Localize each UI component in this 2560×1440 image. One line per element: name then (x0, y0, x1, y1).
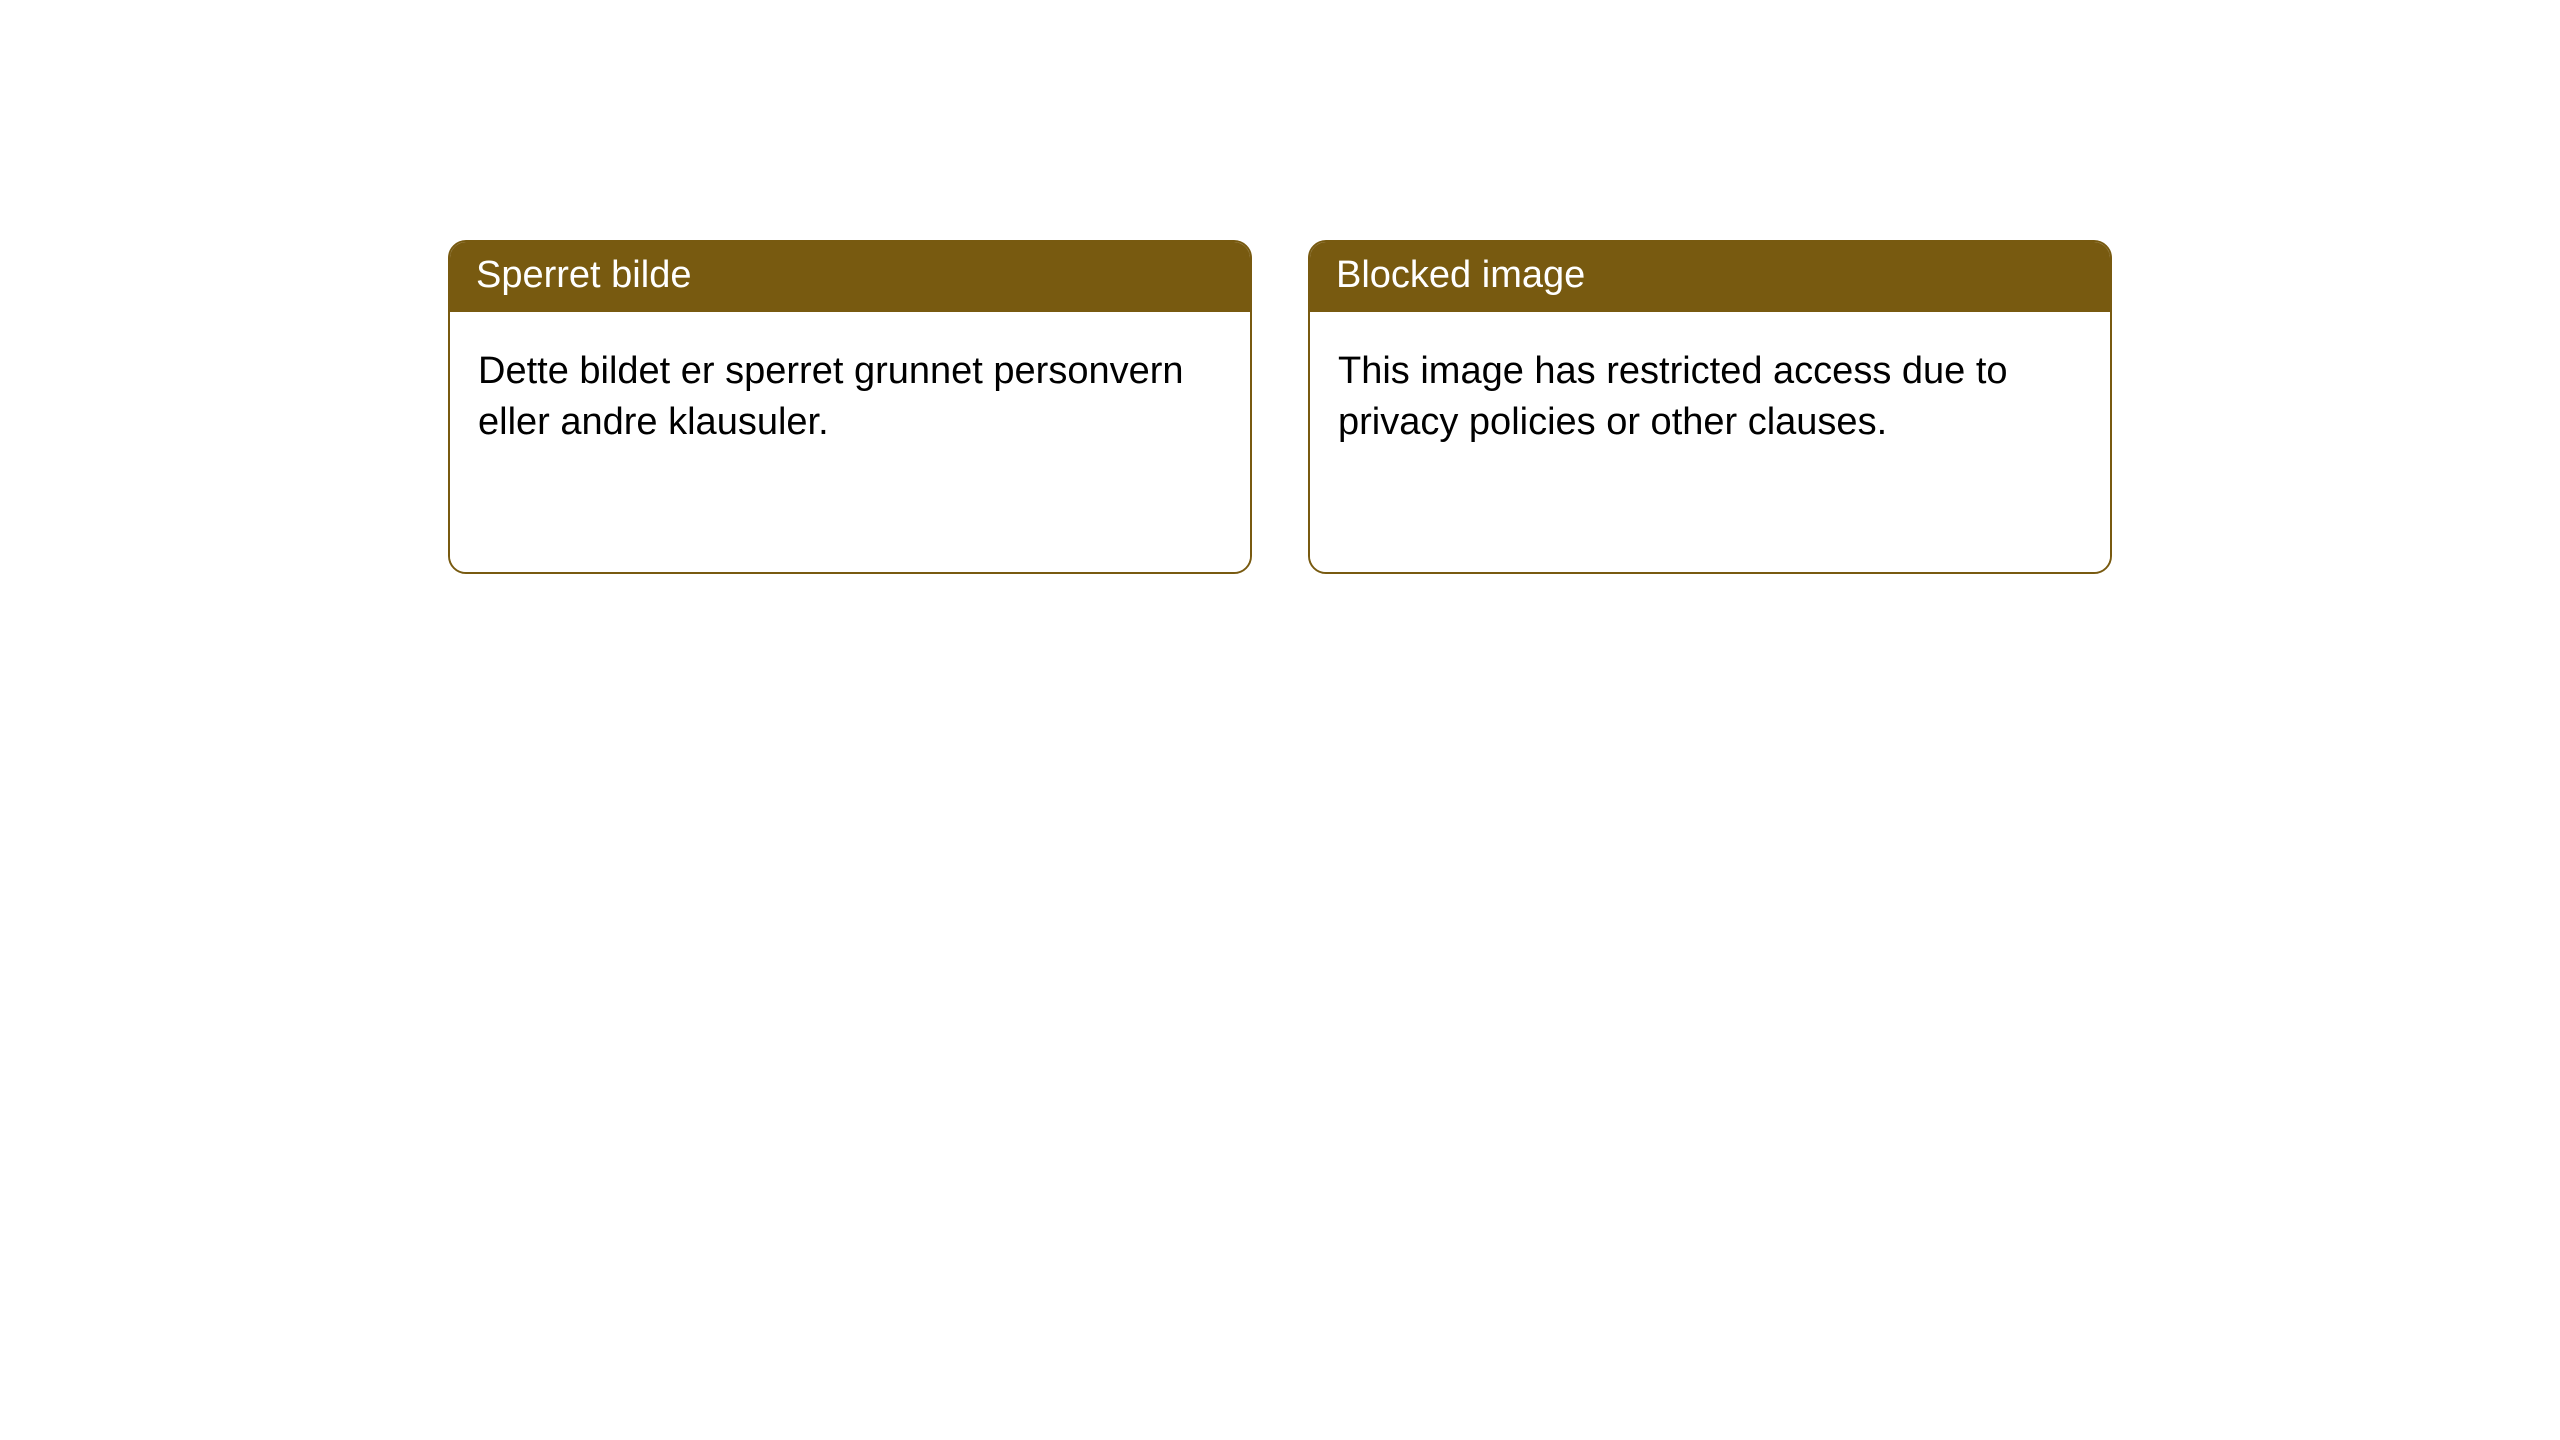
card-body: This image has restricted access due to … (1310, 312, 2110, 573)
notice-cards-container: Sperret bilde Dette bildet er sperret gr… (0, 0, 2560, 574)
card-body: Dette bildet er sperret grunnet personve… (450, 312, 1250, 573)
card-header: Blocked image (1310, 242, 2110, 312)
card-header: Sperret bilde (450, 242, 1250, 312)
card-body-text: Dette bildet er sperret grunnet personve… (478, 350, 1184, 443)
blocked-image-card-no: Sperret bilde Dette bildet er sperret gr… (448, 240, 1252, 574)
card-title: Blocked image (1336, 254, 1585, 296)
card-title: Sperret bilde (476, 254, 691, 296)
blocked-image-card-en: Blocked image This image has restricted … (1308, 240, 2112, 574)
card-body-text: This image has restricted access due to … (1338, 350, 2008, 443)
